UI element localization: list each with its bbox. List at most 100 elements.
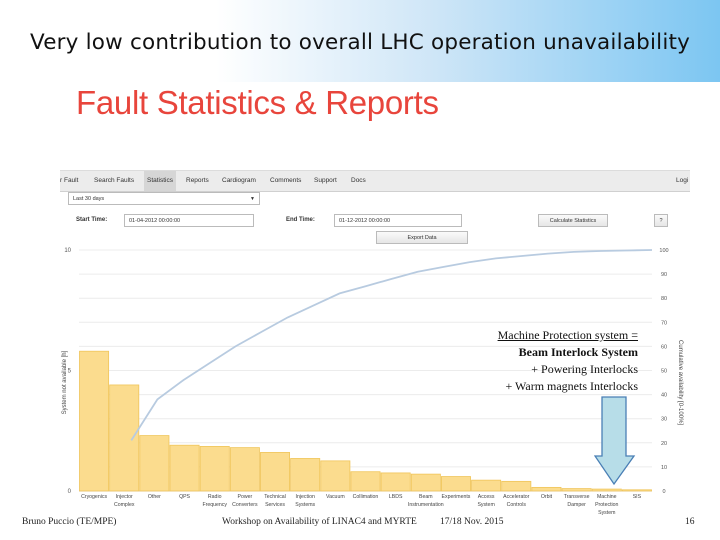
x-tick-label: Protection bbox=[595, 502, 618, 508]
x-tick-label: Injector bbox=[116, 494, 133, 500]
x-tick-label: Systems bbox=[295, 502, 315, 508]
bar bbox=[139, 435, 170, 492]
x-tick-label: Complex bbox=[114, 502, 135, 508]
x-tick-label: System bbox=[598, 510, 615, 516]
bar bbox=[320, 460, 351, 492]
annotation-line-1: Machine Protection system = bbox=[497, 328, 638, 342]
bar bbox=[531, 486, 562, 492]
annotation-line-4: + Warm magnets Interlocks bbox=[505, 379, 638, 393]
bar bbox=[410, 473, 441, 492]
y2-tick-label: 70 bbox=[661, 320, 667, 326]
bar bbox=[440, 476, 471, 492]
bar bbox=[79, 350, 110, 492]
end-time-input[interactable]: 01-12-2012 00:00:00 bbox=[334, 214, 462, 227]
x-tick-label: Power bbox=[238, 494, 253, 500]
x-tick-label: Vacuum bbox=[326, 494, 345, 500]
bar bbox=[501, 480, 532, 492]
nav-item-support[interactable]: Support bbox=[314, 177, 337, 184]
y2-tick-label: 50 bbox=[661, 369, 667, 375]
bar bbox=[290, 458, 321, 492]
nav-item-statistics[interactable]: Statistics bbox=[144, 171, 177, 191]
help-button[interactable]: ? bbox=[654, 214, 668, 227]
x-tick-label: Cryogenics bbox=[81, 494, 107, 500]
bar bbox=[199, 446, 230, 492]
bar bbox=[471, 479, 502, 492]
bar bbox=[229, 447, 260, 492]
x-tick-label: LBDS bbox=[389, 494, 403, 500]
nav-item-search-faults[interactable]: Search Faults bbox=[94, 177, 135, 184]
x-tick-label: Damper bbox=[567, 502, 586, 508]
x-tick-label: Technical bbox=[264, 494, 286, 500]
y2-tick-label: 20 bbox=[661, 441, 667, 447]
x-tick-label: Accelerator bbox=[503, 494, 530, 500]
x-tick-label: System bbox=[477, 502, 494, 508]
range-select[interactable]: Last 30 days ▼ bbox=[68, 192, 260, 205]
footer-author: Bruno Puccio (TE/MPE) bbox=[22, 517, 117, 527]
y2-tick-label: 0 bbox=[662, 489, 665, 495]
y-tick-label: 5 bbox=[68, 369, 72, 375]
y-tick-label: 0 bbox=[68, 489, 72, 495]
x-tick-label: Other bbox=[148, 494, 161, 500]
y-tick-label: 10 bbox=[64, 248, 71, 254]
down-arrow-icon bbox=[594, 396, 636, 486]
nav-item-fault[interactable]: r Fault bbox=[60, 177, 79, 184]
export-data-button[interactable]: Export Data bbox=[376, 231, 468, 244]
x-tick-label: Transverse bbox=[564, 494, 590, 500]
x-tick-label: Experiments bbox=[442, 494, 471, 500]
slide-header-band bbox=[0, 0, 720, 82]
y2-tick-label: 30 bbox=[661, 417, 667, 423]
nav-item-comments[interactable]: Comments bbox=[270, 177, 302, 184]
nav-item-reports[interactable]: Reports bbox=[186, 177, 209, 184]
y2-axis-title: Cumulative availability [0-100%] bbox=[677, 340, 683, 425]
footer-page-number: 16 bbox=[685, 517, 695, 527]
annotation-line-3: + Powering Interlocks bbox=[531, 362, 638, 376]
range-select-value: Last 30 days bbox=[73, 196, 105, 202]
x-tick-label: Beam bbox=[419, 494, 433, 500]
fault-tracker-screenshot: r Fault Search Faults Statistics Reports… bbox=[60, 170, 690, 520]
bar bbox=[350, 471, 381, 492]
y2-tick-label: 60 bbox=[661, 344, 667, 350]
chevron-down-icon: ▼ bbox=[250, 196, 255, 202]
footer-workshop: Workshop on Availability of LINAC4 and M… bbox=[222, 517, 417, 527]
start-time-input[interactable]: 01-04-2012 00:00:00 bbox=[124, 214, 254, 227]
nav-item-login[interactable]: Logi bbox=[676, 177, 689, 184]
x-tick-label: Frequency bbox=[202, 502, 227, 508]
bar bbox=[109, 384, 140, 492]
y2-tick-label: 40 bbox=[661, 393, 667, 399]
start-time-label: Start Time: bbox=[76, 217, 108, 223]
x-tick-label: Services bbox=[265, 502, 285, 508]
x-tick-label: Injection bbox=[296, 494, 315, 500]
x-tick-label: Instrumentation bbox=[408, 502, 444, 508]
bar bbox=[561, 488, 592, 492]
cumulative-line bbox=[130, 249, 653, 441]
section-title: Fault Statistics & Reports bbox=[76, 84, 439, 121]
x-tick-label: SIS bbox=[633, 494, 642, 500]
x-tick-label: Controls bbox=[507, 502, 527, 508]
slide-title: Very low contribution to overall LHC ope… bbox=[29, 30, 691, 55]
bar bbox=[380, 472, 411, 492]
nav-item-cardiogram[interactable]: Cardiogram bbox=[222, 177, 256, 184]
x-tick-label: Orbit bbox=[541, 494, 553, 500]
x-tick-label: QPS bbox=[179, 494, 190, 500]
app-nav-bar: r Fault Search Faults Statistics Reports… bbox=[60, 170, 690, 192]
calculate-statistics-button[interactable]: Calculate Statistics bbox=[538, 214, 608, 227]
x-tick-label: Radio bbox=[208, 494, 222, 500]
x-tick-label: Converters bbox=[232, 502, 258, 508]
x-tick-label: Machine bbox=[597, 494, 617, 500]
y2-tick-label: 10 bbox=[661, 465, 667, 471]
y-axis-title: System not available [h] bbox=[62, 350, 68, 414]
end-time-label: End Time: bbox=[286, 217, 315, 223]
bar bbox=[591, 488, 622, 492]
nav-item-docs[interactable]: Docs bbox=[351, 177, 366, 184]
bar bbox=[169, 444, 200, 492]
bar bbox=[260, 452, 291, 492]
annotation-line-2: Beam Interlock System bbox=[518, 345, 638, 359]
mps-annotation: Machine Protection system = Beam Interlo… bbox=[448, 327, 638, 395]
y2-tick-label: 90 bbox=[661, 272, 667, 278]
x-tick-label: Access bbox=[478, 494, 495, 500]
bar bbox=[621, 489, 652, 492]
footer-date: 17/18 Nov. 2015 bbox=[440, 517, 504, 527]
x-tick-label: Collimation bbox=[353, 494, 379, 500]
y2-tick-label: 100 bbox=[659, 248, 668, 254]
